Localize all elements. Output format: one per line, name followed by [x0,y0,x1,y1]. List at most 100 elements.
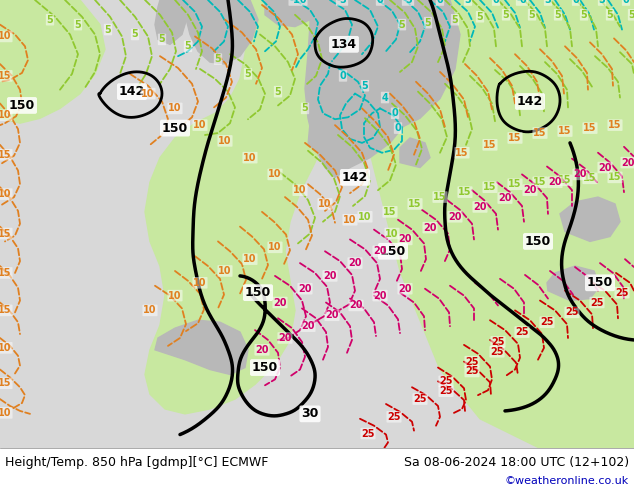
Text: 0: 0 [623,0,630,5]
Text: 5: 5 [75,20,81,29]
Text: 15: 15 [0,71,12,81]
Text: 20: 20 [548,177,562,187]
Text: ©weatheronline.co.uk: ©weatheronline.co.uk [505,476,629,486]
Text: 10: 10 [0,343,12,353]
Text: 5: 5 [465,0,471,5]
Text: 20: 20 [373,246,387,256]
Text: 25: 25 [439,386,453,396]
Text: 10: 10 [243,153,257,163]
Text: 150: 150 [380,245,406,258]
Polygon shape [155,0,188,44]
Polygon shape [400,138,430,168]
Text: 10: 10 [268,243,281,252]
Text: 10: 10 [318,199,332,209]
Text: 0: 0 [437,0,443,5]
Text: 10: 10 [0,110,12,120]
Text: 5: 5 [302,103,308,113]
Text: 5: 5 [477,12,483,22]
Text: 10: 10 [343,215,357,225]
Text: 15: 15 [455,147,469,158]
Text: 20: 20 [298,284,312,294]
Text: 10: 10 [168,291,182,301]
Text: 25: 25 [387,412,401,422]
Text: 5: 5 [598,0,605,5]
Polygon shape [547,266,600,300]
Text: 10: 10 [0,31,12,42]
Text: 5: 5 [451,15,458,24]
Text: 150: 150 [252,361,278,374]
Text: 5: 5 [105,24,112,35]
Text: 0: 0 [377,0,384,5]
Polygon shape [265,0,315,26]
Text: 5: 5 [47,15,53,24]
Text: 15: 15 [508,133,522,143]
Text: 20: 20 [424,222,437,233]
Text: 10: 10 [268,170,281,179]
Text: 15: 15 [583,123,597,133]
Text: 15: 15 [0,305,12,316]
Text: 5: 5 [555,10,561,20]
Text: 5: 5 [425,18,431,27]
Text: 15: 15 [608,172,622,182]
Text: 25: 25 [465,357,479,367]
Text: 20: 20 [278,333,292,343]
Text: 20: 20 [325,310,339,320]
Text: 15: 15 [583,173,597,183]
Text: 5: 5 [545,0,552,5]
Text: -0: -0 [517,0,527,5]
Text: 15: 15 [408,199,422,209]
Text: 10: 10 [143,305,157,316]
Text: 5: 5 [607,10,613,20]
Polygon shape [305,0,435,177]
Polygon shape [185,0,258,64]
Text: 10: 10 [218,266,232,276]
Text: 20: 20 [273,297,287,308]
Text: 0: 0 [493,0,500,5]
Text: Sa 08-06-2024 18:00 UTC (12+102): Sa 08-06-2024 18:00 UTC (12+102) [404,456,629,469]
Text: 5: 5 [581,10,587,20]
Text: Height/Temp. 850 hPa [gdmp][°C] ECMWF: Height/Temp. 850 hPa [gdmp][°C] ECMWF [5,456,268,469]
Text: 15: 15 [559,175,572,185]
Text: 15: 15 [559,126,572,136]
Text: 15: 15 [0,228,12,239]
Text: 25: 25 [491,337,505,347]
Text: 25: 25 [439,376,453,386]
Text: 10: 10 [243,254,257,264]
Text: 150: 150 [162,122,188,135]
Polygon shape [308,123,330,153]
Text: 20: 20 [398,284,411,294]
Text: 4: 4 [382,93,389,102]
Text: 20: 20 [621,158,634,168]
Text: 15: 15 [383,207,397,217]
Text: 15: 15 [0,268,12,278]
Text: 10: 10 [0,408,12,418]
Text: 142: 142 [517,95,543,108]
Text: 142: 142 [119,85,145,98]
Text: 25: 25 [413,394,427,404]
Text: 20: 20 [348,258,362,268]
Text: 25: 25 [566,307,579,318]
Text: 150: 150 [525,235,551,248]
Text: -5: -5 [337,0,347,5]
Text: 15: 15 [433,192,447,202]
Text: 5: 5 [399,20,405,29]
Text: 20: 20 [473,202,487,212]
Text: 15: 15 [533,177,547,187]
Polygon shape [145,0,345,414]
Text: 5: 5 [275,87,281,97]
Text: 20: 20 [498,193,512,203]
Text: 25: 25 [361,429,375,439]
Text: 20: 20 [448,212,462,222]
Text: 0: 0 [394,123,401,133]
Text: 25: 25 [615,288,629,297]
Text: 10: 10 [0,189,12,199]
Text: 5: 5 [361,81,368,91]
Text: 10: 10 [193,120,207,130]
Text: 5: 5 [132,29,138,40]
Polygon shape [155,320,248,374]
Text: 10: 10 [168,103,182,113]
Text: 0: 0 [392,108,398,118]
Text: 20: 20 [523,185,537,195]
Polygon shape [0,74,40,118]
Text: 15: 15 [608,120,622,130]
